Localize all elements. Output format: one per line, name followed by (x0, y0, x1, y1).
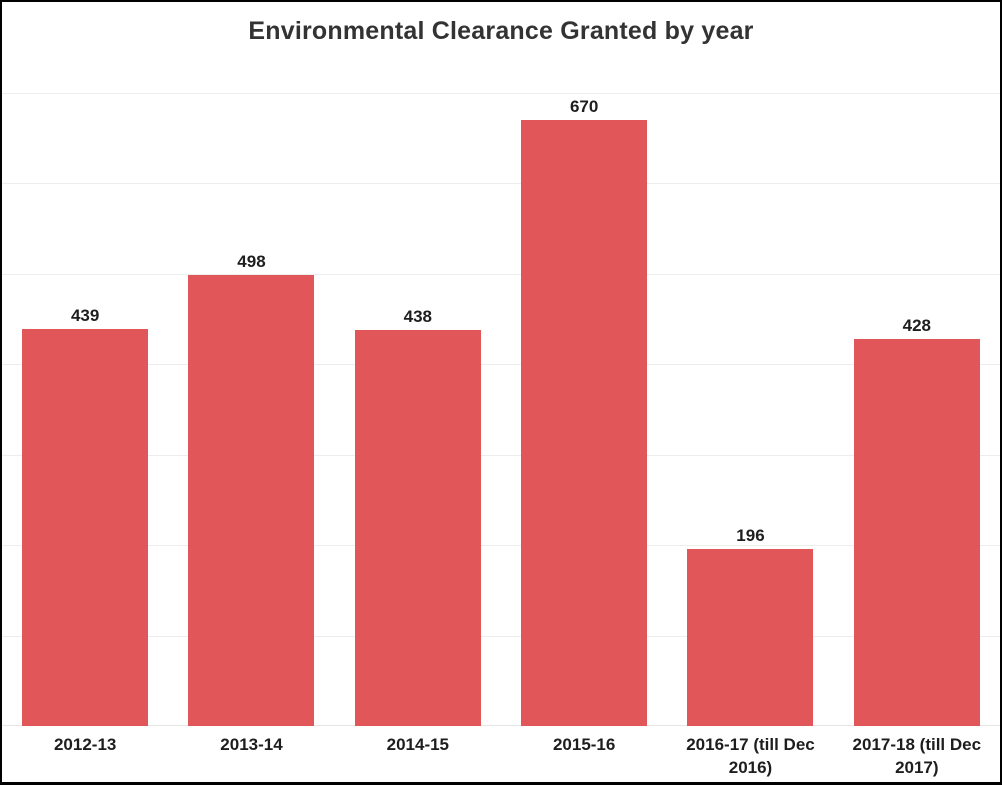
bar-column: 439 (2, 60, 168, 726)
bar-value-label: 439 (70, 306, 100, 325)
chart-title-area: Environmental Clearance Granted by year (2, 2, 1000, 60)
gridline (2, 635, 1000, 637)
x-axis-labels: 2012-13 2013-14 2014-15 2015-16 2016-17 (til… (2, 726, 1000, 782)
bar-value-label: 670 (569, 97, 599, 116)
bar[interactable] (22, 329, 149, 726)
bar-column: 428 (834, 60, 1000, 726)
bar[interactable] (354, 330, 481, 726)
x-axis-label: 2013-14 (220, 735, 283, 754)
x-axis-label: 2015-16 (552, 735, 616, 754)
bar-value-label: 498 (237, 252, 266, 271)
x-axis-line (2, 725, 1000, 726)
gridline (2, 183, 1000, 184)
bar-column: 196 (667, 60, 833, 726)
bar-value-label: 438 (403, 307, 432, 326)
bar-column: 498 (168, 60, 334, 726)
bar[interactable] (521, 120, 648, 726)
x-axis-label: 2014-15 (386, 735, 450, 754)
x-axis-label: 2012-13 (53, 735, 117, 754)
x-axis-label: 2016-17 (till Dec 2016) (686, 735, 815, 777)
chart-title: Environmental Clearance Granted by year (248, 16, 754, 45)
bar[interactable] (853, 339, 980, 726)
gridline (2, 545, 1000, 546)
bar-value-label: 428 (902, 316, 931, 335)
x-axis-label: 2017-18 (till Dec 2017) (852, 735, 982, 777)
plot-area: 439 498 438 670 196 428 (2, 60, 1000, 726)
gridline (2, 364, 1000, 365)
bar[interactable] (687, 549, 814, 726)
bar-column: 670 (501, 60, 667, 726)
bar-column: 438 (335, 60, 501, 726)
bars-container: 439 498 438 670 196 428 (2, 60, 1000, 726)
gridline (2, 454, 1000, 456)
bar[interactable] (188, 275, 315, 726)
gridline (2, 92, 1000, 94)
gridline (2, 273, 1000, 275)
bar-value-label: 196 (736, 526, 765, 545)
